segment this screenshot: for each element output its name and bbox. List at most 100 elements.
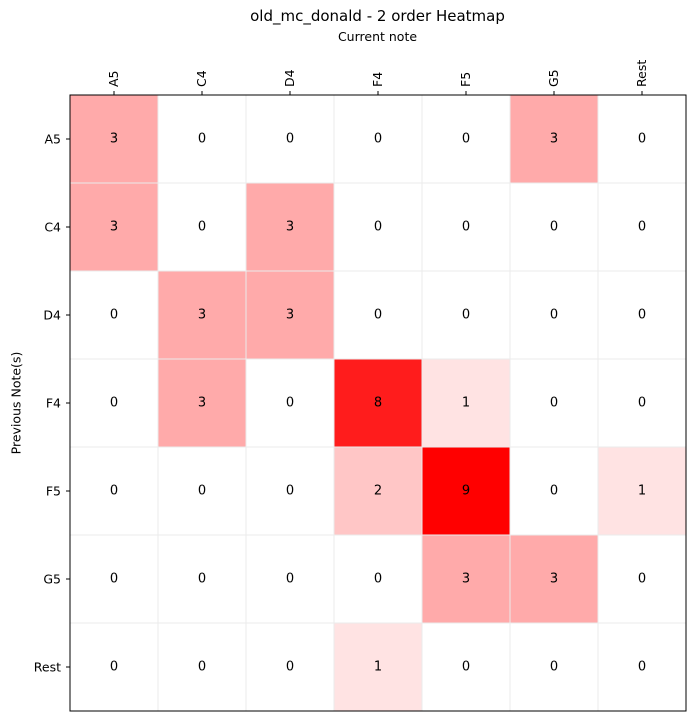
cell-value-label: 0 (286, 396, 294, 411)
heatmap-cell (510, 95, 598, 183)
heatmap-cell (334, 359, 422, 447)
chart-title: old_mc_donald - 2 order Heatmap (250, 7, 505, 25)
plot-frame (69, 94, 687, 712)
y-tick-label: F4 (46, 396, 61, 411)
y-tick-label: A5 (44, 132, 61, 147)
heatmap-cell (158, 271, 246, 359)
cell-value-label: 0 (374, 308, 382, 323)
heatmap-cell (334, 271, 422, 359)
heatmap-cell (70, 271, 158, 359)
cell-value-label: 0 (286, 484, 294, 499)
cell-value-label: 0 (286, 132, 294, 147)
y-tick-label: D4 (43, 308, 61, 323)
heatmap-cell (246, 359, 334, 447)
cell-value-label: 0 (110, 396, 118, 411)
cell-value-label: 3 (462, 572, 470, 587)
heatmap-cell (422, 359, 510, 447)
x-tick-label: F5 (458, 72, 473, 87)
y-tick-label: C4 (44, 220, 61, 235)
cell-value-label: 0 (110, 484, 118, 499)
heatmap-cell (422, 183, 510, 271)
heatmap-cell (158, 95, 246, 183)
heatmap-cell (334, 95, 422, 183)
heatmap-cell (334, 623, 422, 711)
cell-value-label: 0 (198, 220, 206, 235)
cell-value-label: 3 (550, 572, 558, 587)
heatmap-cell (158, 623, 246, 711)
cell-value-label: 0 (462, 220, 470, 235)
cell-value-label: 1 (462, 396, 470, 411)
cell-value-label: 3 (286, 220, 294, 235)
cell-value-label: 2 (374, 484, 382, 499)
heatmap-cell (510, 535, 598, 623)
cell-value-label: 0 (198, 484, 206, 499)
heatmap-cell (246, 535, 334, 623)
heatmap-cell (422, 447, 510, 535)
x-tick-label: D4 (282, 69, 297, 87)
heatmap-grid (70, 95, 686, 711)
cell-value-label: 8 (374, 396, 382, 411)
cell-value-label: 0 (638, 132, 646, 147)
heatmap-cell (422, 95, 510, 183)
cell-value-label: 0 (638, 660, 646, 675)
cell-value-label: 0 (198, 132, 206, 147)
x-tick-label: F4 (370, 72, 385, 87)
heatmap-cell (598, 623, 686, 711)
heatmap-cell (598, 447, 686, 535)
cell-value-label: 3 (550, 132, 558, 147)
cell-value-label: 0 (462, 660, 470, 675)
heatmap-cell (70, 95, 158, 183)
cell-value-label: 9 (462, 484, 470, 499)
heatmap-cell (70, 183, 158, 271)
heatmap-cell (246, 183, 334, 271)
y-axis-ticks: A5 C4 D4 F4 F5 G5 Rest (34, 132, 70, 675)
x-tick-label: Rest (634, 60, 649, 87)
cell-value-label: 3 (110, 132, 118, 147)
x-tick-label: G5 (546, 69, 561, 87)
heatmap-cell (598, 95, 686, 183)
heatmap-cell (246, 271, 334, 359)
cell-value-label: 0 (286, 572, 294, 587)
cell-value-label: 1 (638, 484, 646, 499)
x-tick-label: C4 (194, 70, 209, 87)
heatmap-cell (510, 183, 598, 271)
heatmap-cell (510, 623, 598, 711)
heatmap-cell (70, 447, 158, 535)
heatmap-cell (334, 183, 422, 271)
cell-value-label: 0 (198, 572, 206, 587)
heatmap-cell (158, 183, 246, 271)
x-axis-ticks: A5 C4 D4 F4 F5 G5 Rest (106, 60, 649, 95)
y-tick-label: G5 (43, 572, 61, 587)
cell-value-label: 0 (638, 572, 646, 587)
cell-value-label: 0 (550, 396, 558, 411)
x-axis-label: Current note (337, 29, 418, 44)
heatmap-cell (70, 623, 158, 711)
heatmap-cell (158, 359, 246, 447)
x-tick-label: A5 (106, 70, 121, 87)
heatmap-cell (598, 359, 686, 447)
heatmap-cell (510, 271, 598, 359)
cell-value-label: 0 (550, 220, 558, 235)
heatmap-cell (158, 535, 246, 623)
heatmap-cell (422, 623, 510, 711)
heatmap-cell (510, 359, 598, 447)
heatmap-value-labels: 3 0 0 0 0 3 0 3 0 3 0 0 0 0 0 3 3 0 0 0 0 0 3 0 8 1 0 0 0 0 0 2 9 0 1 0 0 0 0 3… (110, 132, 646, 675)
cell-value-label: 0 (110, 572, 118, 587)
cell-value-label: 0 (198, 660, 206, 675)
heatmap-cell (598, 535, 686, 623)
cell-value-label: 0 (638, 220, 646, 235)
cell-value-label: 0 (550, 308, 558, 323)
cell-value-label: 0 (374, 572, 382, 587)
heatmap-cell (70, 359, 158, 447)
cell-value-label: 0 (550, 484, 558, 499)
cell-value-label: 0 (638, 396, 646, 411)
cell-value-label: 0 (462, 132, 470, 147)
heatmap-cell (598, 183, 686, 271)
cell-value-label: 1 (374, 660, 382, 675)
cell-value-label: 0 (286, 660, 294, 675)
cell-value-label: 3 (110, 220, 118, 235)
y-tick-label: F5 (46, 484, 61, 499)
heatmap-cell (158, 447, 246, 535)
cell-value-label: 0 (638, 308, 646, 323)
